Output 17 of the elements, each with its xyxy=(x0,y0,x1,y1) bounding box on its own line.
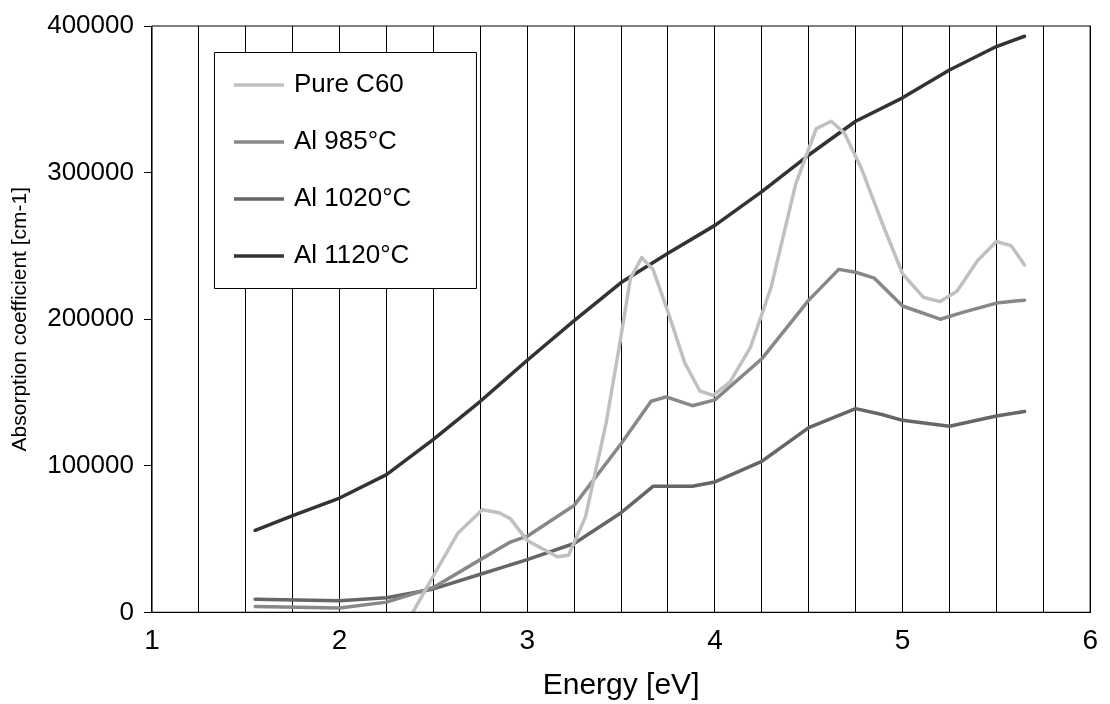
legend-label: Al 1120°C xyxy=(293,239,410,270)
x-tick-label: 1 xyxy=(144,623,160,655)
y-tick-label: 0 xyxy=(119,595,134,626)
legend-label: Pure C60 xyxy=(293,68,404,99)
x-axis-title: Energy [eV] xyxy=(542,667,700,701)
legend-label: Al 985°C xyxy=(293,125,397,156)
y-tick-label: 100000 xyxy=(47,448,134,479)
x-tick-label: 2 xyxy=(331,623,348,655)
x-tick-label: 6 xyxy=(1082,623,1098,655)
y-tick-label: 400000 xyxy=(47,9,134,40)
x-tick-label: 5 xyxy=(894,623,911,655)
y-tick-label: 300000 xyxy=(47,155,134,186)
x-tick-label: 4 xyxy=(707,623,723,655)
y-tick-label: 200000 xyxy=(47,302,134,333)
legend-label: Al 1020°C xyxy=(293,182,412,213)
x-tick-label: 3 xyxy=(519,623,536,655)
y-axis-title: Absorption coefficient [cm-1] xyxy=(7,186,31,452)
